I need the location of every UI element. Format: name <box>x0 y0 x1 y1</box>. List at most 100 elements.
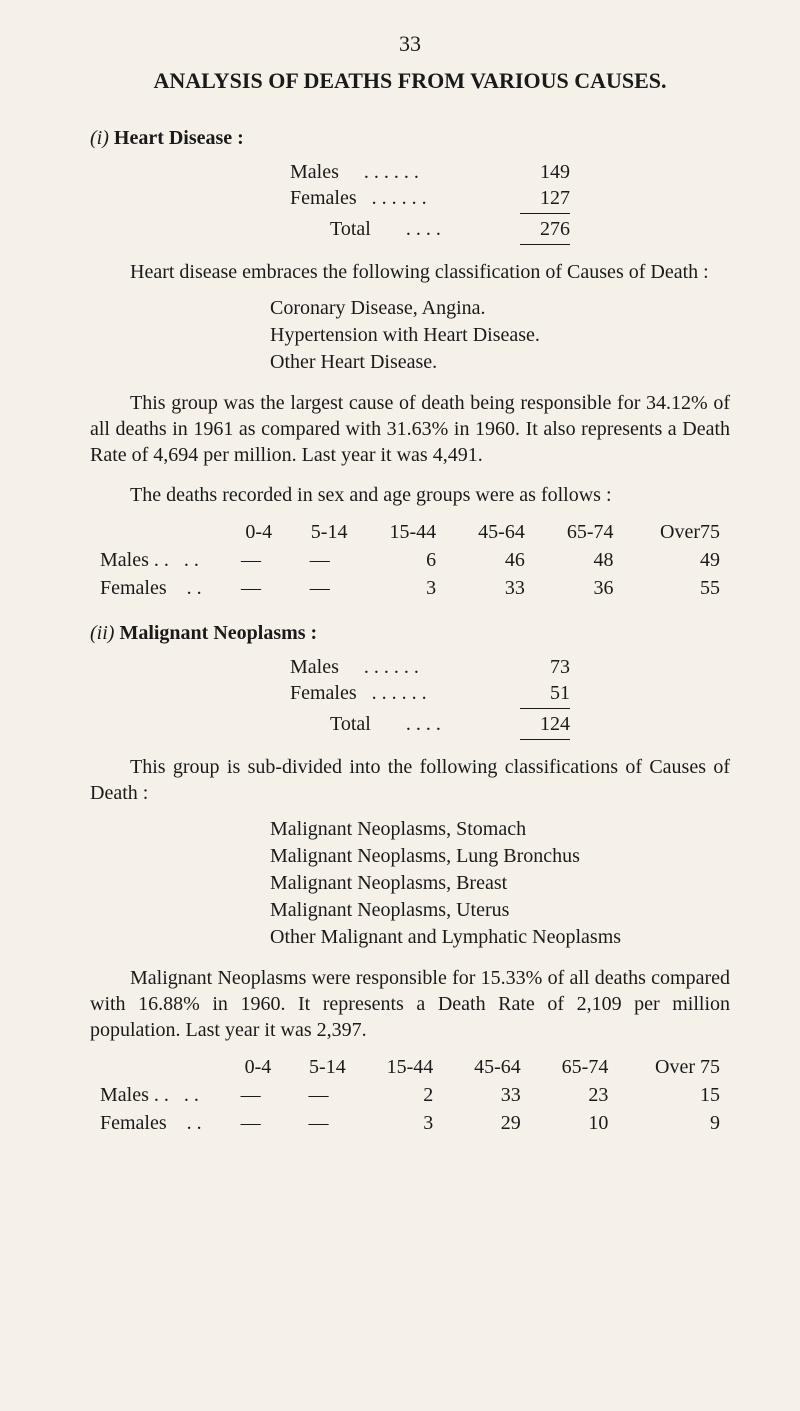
tally-rule <box>520 244 570 245</box>
table-cell: — <box>282 574 357 602</box>
table-row: Females . . — — 3 33 36 55 <box>90 574 730 602</box>
section-ii-age-table: 0-4 5-14 15-44 45-64 65-74 Over 75 Males… <box>90 1053 730 1137</box>
table-cell: 49 <box>624 546 730 574</box>
section-i-para2: This group was the largest cause of deat… <box>90 390 730 468</box>
section-i-para1: Heart disease embraces the following cla… <box>90 259 730 285</box>
table-cell: — <box>220 546 282 574</box>
list-item: Malignant Neoplasms, Uterus <box>270 897 730 924</box>
table-header: 65-74 <box>535 518 624 546</box>
table-cell: — <box>281 1109 355 1137</box>
table-cell: 33 <box>443 1081 531 1109</box>
section-i-age-table: 0-4 5-14 15-44 45-64 65-74 Over75 Males … <box>90 518 730 602</box>
table-cell: 2 <box>356 1081 444 1109</box>
table-header: 15-44 <box>356 1053 444 1081</box>
list-item: Malignant Neoplasms, Lung Bronchus <box>270 843 730 870</box>
section-i-label: Heart Disease : <box>114 127 244 149</box>
table-cell: 10 <box>531 1109 619 1137</box>
list-item: Other Heart Disease. <box>270 349 730 376</box>
section-i-roman: (i) <box>90 127 109 149</box>
table-header: 15-44 <box>357 518 446 546</box>
section-ii-tally: Males . . . . . . 73 Females . . . . . .… <box>290 654 730 740</box>
tally-total-value: 124 <box>490 711 570 737</box>
tally-females-label: Females <box>290 187 357 209</box>
table-cell: 33 <box>446 574 535 602</box>
section-i-tally: Males . . . . . . 149 Females . . . . . … <box>290 159 730 245</box>
section-ii-list: Malignant Neoplasms, Stomach Malignant N… <box>270 816 730 951</box>
tally-row-males: Males . . . . . . 149 <box>290 159 730 185</box>
tally-row-females: Females . . . . . . 51 <box>290 680 730 706</box>
table-cell: — <box>220 574 282 602</box>
table-header: 5-14 <box>282 518 357 546</box>
tally-row-total: Total . . . . 124 <box>290 711 730 737</box>
tally-row-females: Females . . . . . . 127 <box>290 185 730 211</box>
page-number: 33 <box>90 30 730 59</box>
section-i-list: Coronary Disease, Angina. Hypertension w… <box>270 295 730 376</box>
tally-dots: . . . . . . <box>364 656 419 678</box>
table-cell: — <box>220 1081 281 1109</box>
section-ii-para1: This group is sub-divided into the follo… <box>90 754 730 806</box>
table-cell: — <box>220 1109 281 1137</box>
table-cell: 48 <box>535 546 624 574</box>
tally-males-value: 149 <box>490 159 570 185</box>
tally-males-value: 73 <box>490 654 570 680</box>
tally-females-value: 51 <box>490 680 570 706</box>
main-title: ANALYSIS OF DEATHS FROM VARIOUS CAUSES. <box>90 67 730 96</box>
table-header: Over75 <box>624 518 730 546</box>
section-ii-para2: Malignant Neoplasms were responsible for… <box>90 965 730 1043</box>
table-cell: 3 <box>356 1109 444 1137</box>
table-cell: 55 <box>624 574 730 602</box>
table-cell: 23 <box>531 1081 619 1109</box>
table-dots: . . <box>187 577 202 599</box>
section-ii-label: Malignant Neoplasms : <box>119 622 317 644</box>
table-row: Males . . . . — — 2 33 23 15 <box>90 1081 730 1109</box>
table-cell: 9 <box>618 1109 730 1137</box>
table-cell: 29 <box>443 1109 531 1137</box>
table-cell: — <box>281 1081 355 1109</box>
tally-rule <box>520 213 570 214</box>
tally-females-label: Females <box>290 682 357 704</box>
table-header: 5-14 <box>281 1053 355 1081</box>
table-cell: 3 <box>357 574 446 602</box>
table-cell: 36 <box>535 574 624 602</box>
table-row: Females . . — — 3 29 10 9 <box>90 1109 730 1137</box>
tally-row-total: Total . . . . 276 <box>290 216 730 242</box>
table-header-row: 0-4 5-14 15-44 45-64 65-74 Over 75 <box>90 1053 730 1081</box>
table-cell: — <box>282 546 357 574</box>
section-i-heading: (i) Heart Disease : <box>90 125 730 151</box>
table-row-label: Females <box>100 1112 167 1134</box>
table-row-label: Males . . <box>100 1084 169 1106</box>
section-i-para3: The deaths recorded in sex and age group… <box>90 482 730 508</box>
table-row: Males . . . . — — 6 46 48 49 <box>90 546 730 574</box>
tally-males-label: Males <box>290 656 339 678</box>
table-header-blank <box>90 1053 220 1081</box>
tally-rule <box>520 708 570 709</box>
table-row-label: Males . . <box>100 549 169 571</box>
tally-dots: . . . . . . <box>372 187 427 209</box>
table-header: 0-4 <box>220 1053 281 1081</box>
list-item: Malignant Neoplasms, Breast <box>270 870 730 897</box>
table-cell: 46 <box>446 546 535 574</box>
table-header: Over 75 <box>618 1053 730 1081</box>
table-dots: . . <box>184 1084 199 1106</box>
tally-dots: . . . . <box>406 218 441 240</box>
tally-males-label: Males <box>290 161 339 183</box>
table-header: 45-64 <box>443 1053 531 1081</box>
table-cell: 15 <box>618 1081 730 1109</box>
table-header-row: 0-4 5-14 15-44 45-64 65-74 Over75 <box>90 518 730 546</box>
list-item: Malignant Neoplasms, Stomach <box>270 816 730 843</box>
table-header-blank <box>90 518 220 546</box>
tally-total-value: 276 <box>490 216 570 242</box>
list-item: Other Malignant and Lymphatic Neoplasms <box>270 924 730 951</box>
tally-total-label: Total <box>330 713 371 735</box>
table-header: 45-64 <box>446 518 535 546</box>
table-dots: . . <box>184 549 199 571</box>
tally-dots: . . . . . . <box>364 161 419 183</box>
table-header: 0-4 <box>220 518 282 546</box>
table-row-label: Females <box>100 577 167 599</box>
table-cell: 6 <box>357 546 446 574</box>
tally-total-label: Total <box>330 218 371 240</box>
tally-rule <box>520 739 570 740</box>
section-ii-roman: (ii) <box>90 622 114 644</box>
tally-dots: . . . . <box>406 713 441 735</box>
list-item: Hypertension with Heart Disease. <box>270 322 730 349</box>
